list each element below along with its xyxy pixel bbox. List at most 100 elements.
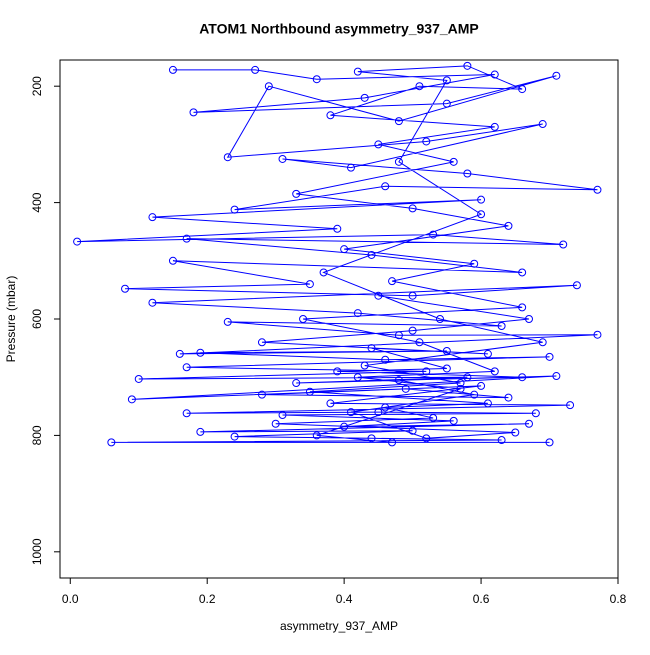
data-point — [223, 153, 232, 162]
data-point — [394, 331, 403, 340]
data-point — [463, 373, 472, 382]
data-point — [518, 373, 527, 382]
data-point — [107, 438, 116, 447]
data-point — [127, 395, 136, 404]
x-tick-label: 0.6 — [473, 592, 490, 606]
data-point — [381, 403, 390, 412]
data-point — [429, 230, 438, 239]
data-point — [305, 387, 314, 396]
data-point — [353, 309, 362, 318]
data-point — [497, 321, 506, 330]
data-point — [346, 408, 355, 417]
data-point — [168, 65, 177, 74]
x-tick-label: 0.4 — [336, 592, 353, 606]
data-point — [196, 348, 205, 357]
data-point — [367, 434, 376, 443]
data-point — [340, 245, 349, 254]
data-point — [442, 347, 451, 356]
data-point — [374, 291, 383, 300]
data-point — [566, 401, 575, 410]
data-point — [531, 409, 540, 418]
data-point — [470, 390, 479, 399]
data-point — [497, 436, 506, 445]
data-point — [504, 221, 513, 230]
data-point — [518, 303, 527, 312]
data-point — [422, 137, 431, 146]
data-point — [340, 422, 349, 431]
data-point — [442, 99, 451, 108]
chart-title: ATOM1 Northbound asymmetry_937_AMP — [199, 21, 479, 37]
data-point — [312, 75, 321, 84]
x-axis-title: asymmetry_937_AMP — [280, 619, 398, 633]
data-point — [456, 379, 465, 388]
data-point — [333, 367, 342, 376]
data-point — [429, 413, 438, 422]
data-point — [196, 427, 205, 436]
data-point — [326, 399, 335, 408]
data-point — [490, 367, 499, 376]
data-point — [477, 210, 486, 219]
data-point — [388, 438, 397, 447]
data-point — [312, 431, 321, 440]
data-point — [381, 182, 390, 191]
x-tick-label: 0.8 — [610, 592, 627, 606]
data-point — [463, 169, 472, 178]
data-point — [230, 205, 239, 214]
data-point — [278, 411, 287, 420]
data-point — [442, 76, 451, 85]
data-point — [251, 65, 260, 74]
data-point — [490, 70, 499, 79]
data-point — [552, 372, 561, 381]
data-point — [572, 281, 581, 290]
data-point — [394, 157, 403, 166]
data-point — [449, 157, 458, 166]
data-point — [518, 268, 527, 277]
y-axis-title: Pressure (mbar) — [4, 276, 18, 363]
data-point — [408, 204, 417, 213]
data-point — [394, 117, 403, 126]
data-point — [483, 349, 492, 358]
data-point — [134, 374, 143, 383]
data-point — [408, 426, 417, 435]
data-point — [518, 85, 527, 94]
data-point — [257, 338, 266, 347]
data-point — [401, 384, 410, 393]
data-point — [504, 393, 513, 402]
data-point — [182, 234, 191, 243]
data-point — [538, 338, 547, 347]
data-point — [360, 361, 369, 370]
data-point — [292, 379, 301, 388]
data-point — [148, 298, 157, 307]
x-tick-label: 0.2 — [199, 592, 216, 606]
y-tick-label: 600 — [30, 309, 44, 329]
data-point — [524, 419, 533, 428]
data-point — [175, 349, 184, 358]
data-point — [483, 399, 492, 408]
data-point — [422, 434, 431, 443]
data-point — [333, 224, 342, 233]
y-tick-label: 800 — [30, 425, 44, 445]
data-point — [223, 317, 232, 326]
data-line — [77, 65, 598, 443]
y-tick-label: 1000 — [30, 538, 44, 565]
data-point — [463, 61, 472, 70]
data-point — [346, 163, 355, 172]
data-point — [73, 237, 82, 246]
data-point — [367, 250, 376, 259]
data-point — [559, 240, 568, 249]
data-point — [435, 315, 444, 323]
data-point — [360, 93, 369, 102]
data-point — [456, 384, 465, 393]
data-point — [148, 213, 157, 222]
data-point — [278, 154, 287, 163]
data-point — [264, 82, 273, 91]
data-point — [593, 330, 602, 339]
data-point — [422, 367, 431, 376]
data-point — [326, 111, 335, 120]
data-point — [408, 326, 417, 335]
data-point — [415, 82, 424, 91]
data-point — [470, 259, 479, 268]
data-point — [271, 419, 280, 428]
